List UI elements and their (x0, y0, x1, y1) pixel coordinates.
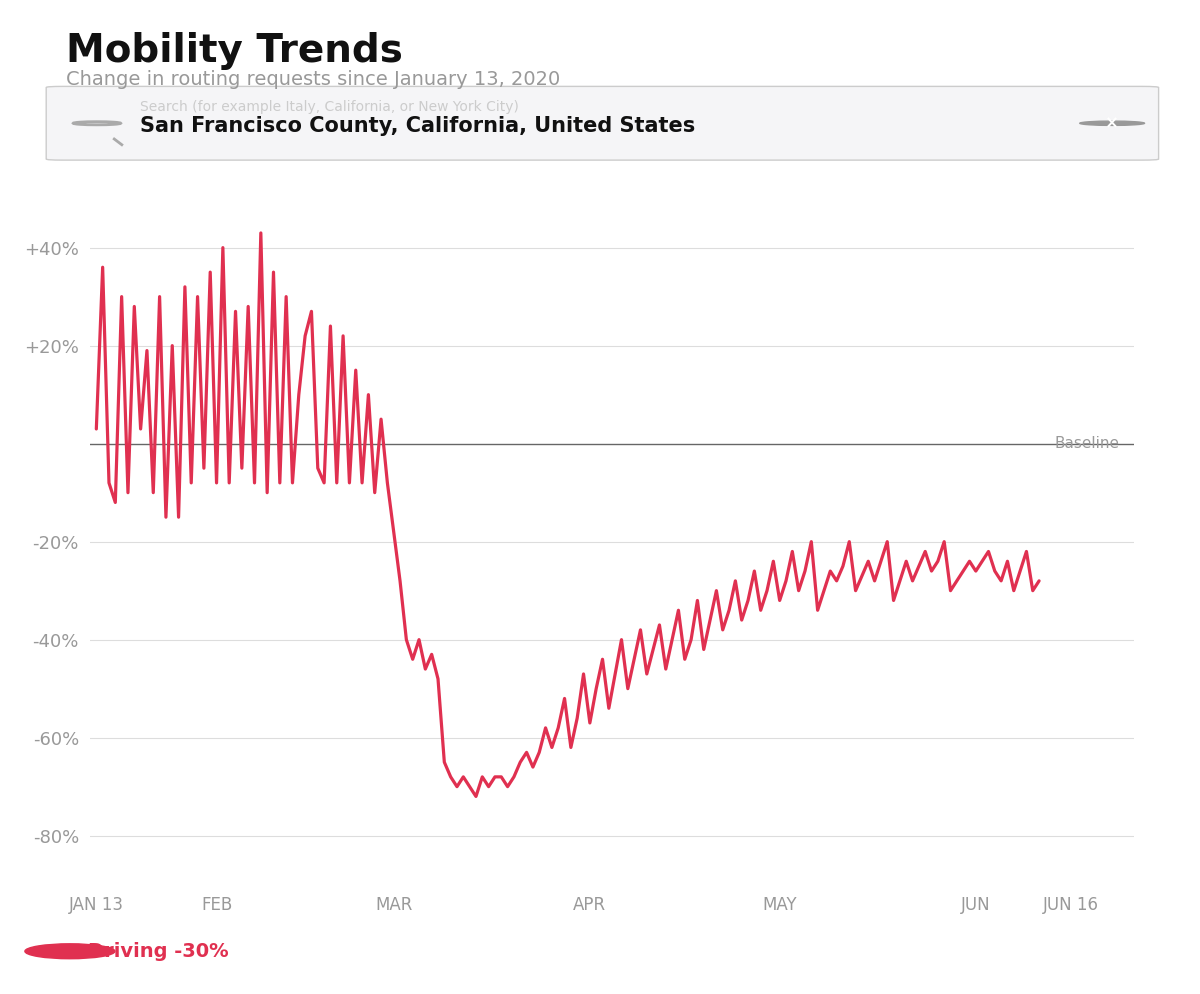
FancyBboxPatch shape (47, 86, 1159, 160)
Text: Baseline: Baseline (1055, 436, 1120, 451)
Text: ×: × (1105, 114, 1120, 132)
Text: Mobility Trends: Mobility Trends (66, 32, 403, 70)
Circle shape (1080, 121, 1145, 125)
Text: Change in routing requests since January 13, 2020: Change in routing requests since January… (66, 70, 560, 88)
Circle shape (25, 944, 115, 958)
Text: San Francisco County, California, United States: San Francisco County, California, United… (140, 116, 696, 136)
Text: Search (for example Italy, California, or New York City): Search (for example Italy, California, o… (140, 100, 520, 114)
Text: Driving -30%: Driving -30% (88, 941, 228, 961)
